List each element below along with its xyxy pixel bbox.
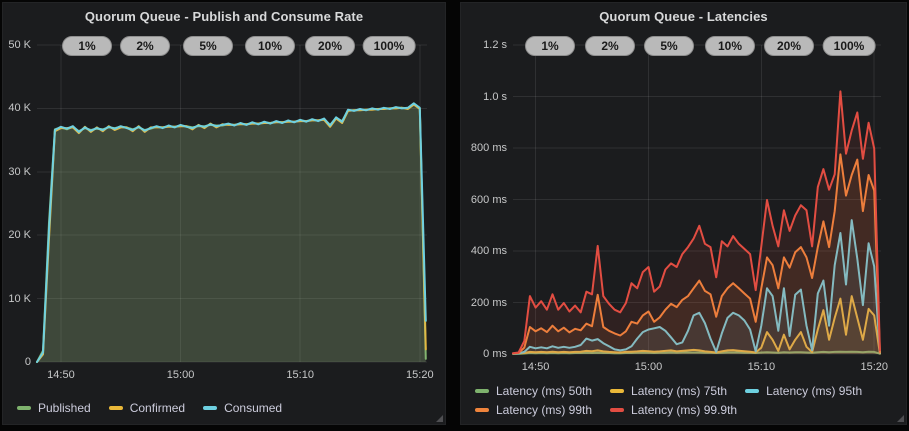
panel-resize-handle[interactable] [897, 415, 904, 422]
annotation-badge[interactable]: 2% [120, 36, 170, 56]
annotation-badge[interactable]: 5% [183, 36, 233, 56]
series-fill [37, 104, 426, 362]
legend-label: Consumed [224, 401, 283, 415]
legend-label: Latency (ms) 50th [496, 384, 593, 398]
y-axis-tick-label: 400 ms [470, 245, 507, 257]
chart-svg [36, 44, 427, 363]
y-axis-tick-label: 50 K [8, 39, 31, 51]
series-fill [513, 220, 880, 354]
annotation-badges-row: 1% 2% 5% 10% 20% 100% [461, 36, 906, 56]
legend-color-swatch [475, 389, 489, 393]
x-axis-tick-label: 14:50 [521, 361, 550, 373]
legend-item[interactable]: Latency (ms) 99th [475, 403, 592, 417]
y-axis-tick-label: 20 K [8, 229, 31, 242]
x-axis-tick-label: 14:50 [47, 369, 75, 381]
y-axis-tick-label: 40 K [8, 102, 31, 115]
annotation-badge[interactable]: 100% [822, 36, 876, 56]
series-fill [37, 103, 426, 363]
legend-color-swatch [108, 406, 123, 410]
series-line [512, 295, 881, 355]
series-fill [513, 296, 880, 354]
y-axis-tick-label: 800 ms [470, 142, 507, 154]
y-axis-tick-label: 0 ms [483, 348, 507, 360]
legend-color-swatch [745, 389, 760, 393]
chart-canvas[interactable] [461, 3, 906, 424]
y-axis-tick-label: 0 [24, 356, 31, 368]
annotation-badge[interactable]: 20% [305, 36, 355, 56]
annotation-badge[interactable]: 10% [705, 36, 755, 56]
x-axis-tick-label: 15:10 [286, 369, 314, 381]
legend-color-swatch [17, 406, 31, 410]
annotation-badge[interactable]: 1% [525, 36, 575, 56]
series-fill [513, 154, 880, 354]
legend-item[interactable]: Latency (ms) 95th [745, 384, 862, 398]
annotation-badge[interactable]: 100% [362, 36, 416, 56]
y-axis-tick-label: 200 ms [470, 296, 507, 309]
legend-item[interactable]: Confirmed [108, 401, 186, 415]
series-fill [513, 91, 880, 355]
legend-item[interactable]: Latency (ms) 50th [475, 384, 592, 398]
legend-color-swatch [203, 406, 218, 410]
legend-label: Latency (ms) 99.9th [631, 403, 738, 417]
legend: Latency (ms) 50th Latency (ms) 75th Latenc… [475, 384, 875, 417]
legend-label: Latency (ms) 99th [496, 403, 593, 417]
x-axis-tick-label: 15:10 [747, 361, 776, 373]
annotation-badge[interactable]: 1% [62, 36, 112, 56]
legend-label: Latency (ms) 75th [631, 384, 728, 398]
annotation-badge[interactable]: 20% [764, 36, 814, 56]
x-axis-tick-label: 15:20 [860, 361, 888, 373]
legend-label: Latency (ms) 95th [766, 384, 863, 398]
chart-svg [512, 44, 881, 355]
series-line [512, 153, 881, 355]
panel-publish-consume-rate: Quorum Queue - Publish and Consume Rate … [2, 2, 446, 425]
legend-item[interactable]: Consumed [203, 401, 282, 415]
annotation-badge[interactable]: 5% [644, 36, 694, 56]
series-line [512, 350, 881, 355]
y-axis-tick-label: 600 ms [470, 193, 507, 206]
legend-color-swatch [610, 408, 625, 412]
panel-title[interactable]: Quorum Queue - Publish and Consume Rate [84, 9, 364, 24]
legend-label: Confirmed [129, 401, 186, 415]
series-line [512, 219, 881, 355]
x-axis-tick-label: 15:20 [406, 369, 434, 381]
panel-title[interactable]: Quorum Queue - Latencies [599, 9, 768, 24]
y-axis-tick-label: 10 K [8, 292, 31, 305]
legend-color-swatch [475, 408, 489, 412]
legend-color-swatch [610, 389, 625, 393]
legend-item[interactable]: Latency (ms) 99.9th [610, 403, 737, 417]
legend-label: Published [38, 401, 91, 415]
chart-canvas[interactable] [3, 3, 445, 424]
y-axis-tick-label: 1.2 s [483, 39, 507, 51]
annotation-badge[interactable]: 2% [585, 36, 635, 56]
series-line [36, 102, 427, 363]
y-axis-tick-label: 1.0 s [483, 90, 507, 103]
annotation-badge[interactable]: 10% [245, 36, 295, 56]
panel-resize-handle[interactable] [436, 415, 443, 422]
legend: Published Confirmed Consumed [17, 401, 437, 415]
x-axis-tick-label: 15:00 [634, 361, 663, 373]
series-line [512, 90, 881, 355]
series-fill [37, 104, 426, 362]
y-axis-tick-label: 30 K [8, 165, 31, 178]
x-axis-tick-label: 15:00 [166, 369, 195, 381]
legend-item[interactable]: Latency (ms) 75th [610, 384, 727, 398]
legend-item[interactable]: Published [17, 401, 91, 415]
panel-latencies: Quorum Queue - Latencies 1% 2% 5% 10% 20% 100… [460, 2, 907, 425]
annotation-badges-row: 1% 2% 5% 10% 20% 100% [3, 36, 445, 56]
